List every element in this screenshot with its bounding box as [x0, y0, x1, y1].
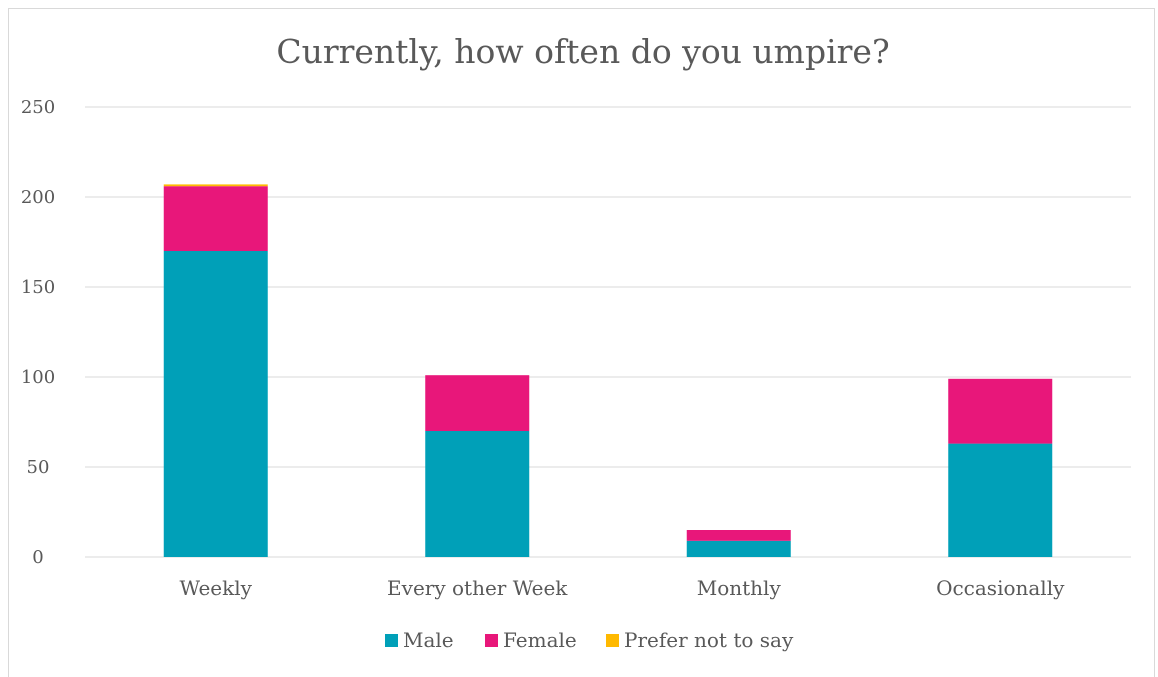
bar-female-2 — [686, 530, 791, 541]
x-category-label: Every other Week — [387, 576, 568, 600]
x-category-label: Monthly — [697, 576, 782, 600]
bar-female-3 — [948, 378, 1053, 444]
legend: Male Female Prefer not to say — [385, 628, 794, 652]
legend-label-prefer-not-to-say: Prefer not to say — [624, 628, 794, 652]
bar-prefer-not-to-say-0 — [163, 184, 268, 187]
bar-male-0 — [163, 251, 268, 557]
x-axis-labels: Weekly Every other Week Monthly Occasionall… — [180, 576, 1066, 600]
bars — [163, 184, 1053, 557]
legend-swatch-male — [385, 634, 398, 647]
bar-male-1 — [425, 431, 530, 557]
legend-swatch-prefer-not-to-say — [606, 634, 619, 647]
y-tick-label: 50 — [27, 457, 50, 478]
y-tick-label: 100 — [21, 367, 55, 388]
x-category-label: Weekly — [180, 576, 253, 600]
chart-title: Currently, how often do you umpire? — [276, 32, 889, 71]
x-category-label: Occasionally — [936, 576, 1065, 600]
bar-male-3 — [948, 443, 1053, 557]
legend-swatch-female — [485, 634, 498, 647]
y-tick-label: 200 — [21, 187, 55, 208]
y-axis-ticks: 0 50 100 150 200 250 — [21, 97, 55, 568]
legend-label-male: Male — [403, 628, 454, 652]
bar-male-2 — [686, 540, 791, 557]
y-tick-label: 250 — [21, 97, 55, 118]
legend-label-female: Female — [503, 628, 577, 652]
bar-female-0 — [163, 186, 268, 251]
y-tick-label: 150 — [21, 277, 55, 298]
y-tick-label: 0 — [32, 547, 43, 568]
bar-female-1 — [425, 375, 530, 431]
